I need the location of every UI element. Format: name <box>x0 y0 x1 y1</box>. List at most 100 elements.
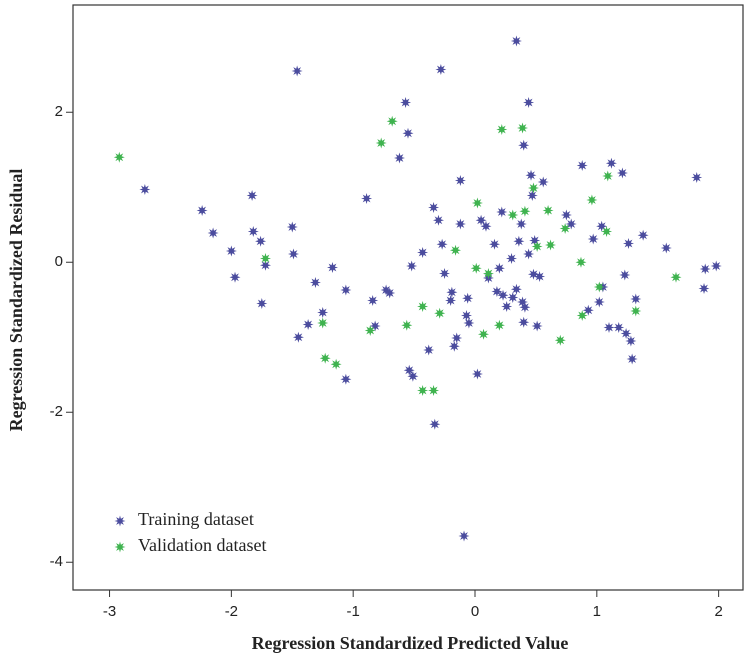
point <box>710 260 722 272</box>
point <box>470 262 482 274</box>
point <box>489 238 500 250</box>
point <box>417 385 429 396</box>
point <box>417 301 429 312</box>
point <box>255 235 267 247</box>
point <box>406 260 418 272</box>
point <box>439 268 450 279</box>
point <box>515 218 527 230</box>
point <box>619 269 631 281</box>
point <box>559 223 571 234</box>
point <box>623 238 634 249</box>
point <box>626 353 638 365</box>
x-tick-label: -2 <box>225 603 238 620</box>
point <box>462 292 474 304</box>
point <box>507 209 519 221</box>
point <box>478 328 489 340</box>
point <box>401 319 413 331</box>
point <box>288 248 299 260</box>
point <box>417 247 429 258</box>
point <box>302 319 314 330</box>
point <box>586 194 598 206</box>
point <box>545 239 556 251</box>
point <box>517 122 528 134</box>
point <box>496 206 508 218</box>
point <box>491 286 503 297</box>
point <box>246 190 258 201</box>
point <box>309 277 321 288</box>
point <box>448 340 460 352</box>
point <box>613 322 625 333</box>
point <box>630 305 642 317</box>
point <box>471 368 483 380</box>
point <box>587 233 599 245</box>
point <box>247 226 259 237</box>
point <box>139 184 151 195</box>
point <box>526 190 538 201</box>
point <box>340 284 352 296</box>
legend-marker <box>114 515 126 527</box>
point <box>575 256 587 268</box>
point <box>291 65 303 77</box>
x-axis-label: Regression Standardized Predicted Value <box>252 633 569 653</box>
point <box>286 221 298 233</box>
point <box>518 139 530 151</box>
point <box>454 218 466 230</box>
point <box>327 262 338 273</box>
point <box>436 238 448 250</box>
point <box>602 170 614 182</box>
point <box>519 205 531 217</box>
point <box>507 292 519 303</box>
point <box>394 152 405 164</box>
point <box>113 151 125 163</box>
point <box>450 244 461 256</box>
point <box>471 197 483 209</box>
point <box>534 271 546 282</box>
point <box>428 385 440 396</box>
point <box>482 268 494 279</box>
x-tick-label: -3 <box>103 603 116 620</box>
legend-label: Validation dataset <box>138 535 266 555</box>
point <box>501 301 513 312</box>
point <box>435 64 447 75</box>
point <box>317 307 329 318</box>
point <box>402 127 414 139</box>
point <box>458 530 470 542</box>
plot-area <box>72 4 744 591</box>
point <box>407 370 419 382</box>
point <box>256 298 268 309</box>
point <box>691 172 703 183</box>
point <box>565 218 577 230</box>
point <box>630 293 642 305</box>
point <box>225 245 237 257</box>
point <box>660 242 672 254</box>
point <box>386 115 398 127</box>
point <box>446 286 458 298</box>
point <box>497 289 509 301</box>
point <box>603 322 615 333</box>
point <box>423 344 435 356</box>
point <box>510 283 522 295</box>
point <box>593 296 605 308</box>
point <box>560 209 572 221</box>
legend-label: Training dataset <box>138 509 254 529</box>
point <box>506 253 517 264</box>
point <box>445 295 457 306</box>
point <box>620 328 632 339</box>
x-tick-label: 1 <box>593 603 601 620</box>
point <box>229 271 241 283</box>
point <box>196 205 208 216</box>
point <box>207 227 219 239</box>
point <box>670 271 682 283</box>
point <box>429 418 441 430</box>
point <box>698 283 710 294</box>
point <box>537 176 549 188</box>
point <box>637 229 649 241</box>
point <box>330 358 342 370</box>
point <box>434 307 446 319</box>
point <box>260 259 271 271</box>
point <box>625 335 637 347</box>
point <box>493 262 505 274</box>
point <box>523 248 535 260</box>
y-tick-label: 0 <box>55 253 63 270</box>
